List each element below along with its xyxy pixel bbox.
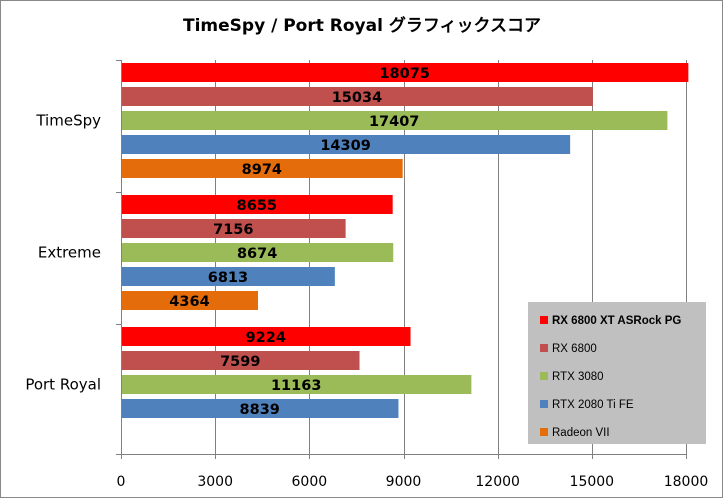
legend-entry-label: Radeon VII xyxy=(552,427,610,439)
bar-value-label: 8655 xyxy=(237,198,277,214)
category-label: Port Royal xyxy=(25,376,101,394)
bar-value-label: 8974 xyxy=(242,162,282,178)
axes: 0 3000 6000 9000 12000 15000 18000 TimeSpy Extre… xyxy=(25,60,708,490)
bar-value-label: 8674 xyxy=(237,246,277,262)
legend-swatch xyxy=(540,400,548,408)
bar xyxy=(122,327,411,346)
x-tick-label: 18000 xyxy=(664,474,709,490)
bar xyxy=(122,87,593,106)
bar-value-label: 9224 xyxy=(246,330,286,346)
bar xyxy=(122,159,403,178)
bar-value-label: 14309 xyxy=(320,138,370,154)
legend-swatch xyxy=(540,428,548,436)
legend: RX 6800 XT ASRock PG RX 6800 RTX 3080 RTX 2… xyxy=(528,302,706,444)
bar xyxy=(122,267,335,286)
bar-value-label: 15034 xyxy=(332,90,382,106)
legend-swatch xyxy=(540,344,548,352)
bar-value-label: 8839 xyxy=(240,402,280,418)
chart-title: TimeSpy / Port Royal グラフィックスコア xyxy=(183,15,541,36)
legend-entry-label: RTX 3080 xyxy=(552,371,604,383)
x-tick-label: 0 xyxy=(117,474,126,490)
bar-value-label: 11163 xyxy=(271,378,321,394)
x-tick-label: 9000 xyxy=(386,474,422,490)
bar xyxy=(122,111,668,130)
bar xyxy=(122,243,394,262)
x-tick-label: 12000 xyxy=(475,474,520,490)
legend-entry-label: RX 6800 xyxy=(552,343,597,355)
bar xyxy=(122,291,258,310)
bar xyxy=(122,135,571,154)
bar xyxy=(122,63,689,82)
bar-value-label: 6813 xyxy=(208,270,248,286)
category-label: TimeSpy xyxy=(35,112,101,130)
legend-entry-label: RX 6800 XT ASRock PG xyxy=(552,315,681,327)
bar-value-label: 18075 xyxy=(379,66,429,82)
category-label: Extreme xyxy=(38,244,101,262)
legend-swatch xyxy=(540,316,548,324)
bar-value-label: 7599 xyxy=(220,354,260,370)
bars xyxy=(122,63,689,418)
bar xyxy=(122,399,399,418)
bar xyxy=(122,219,346,238)
legend-entry-label: RTX 2080 Ti FE xyxy=(552,399,634,411)
legend-swatch xyxy=(540,372,548,380)
bar xyxy=(122,195,393,214)
bar-value-label: 7156 xyxy=(213,222,253,238)
bar-value-label: 17407 xyxy=(369,114,419,130)
x-tick-label: 15000 xyxy=(570,474,615,490)
x-tick-label: 3000 xyxy=(197,474,233,490)
legend-background xyxy=(528,302,706,444)
bar-value-label: 4364 xyxy=(169,294,209,310)
x-tick-label: 6000 xyxy=(292,474,328,490)
value-labels: 18075 15034 17407 14309 8974 8655 7156 8674 6813… xyxy=(169,66,430,418)
bar xyxy=(122,351,360,370)
bar xyxy=(122,375,472,394)
